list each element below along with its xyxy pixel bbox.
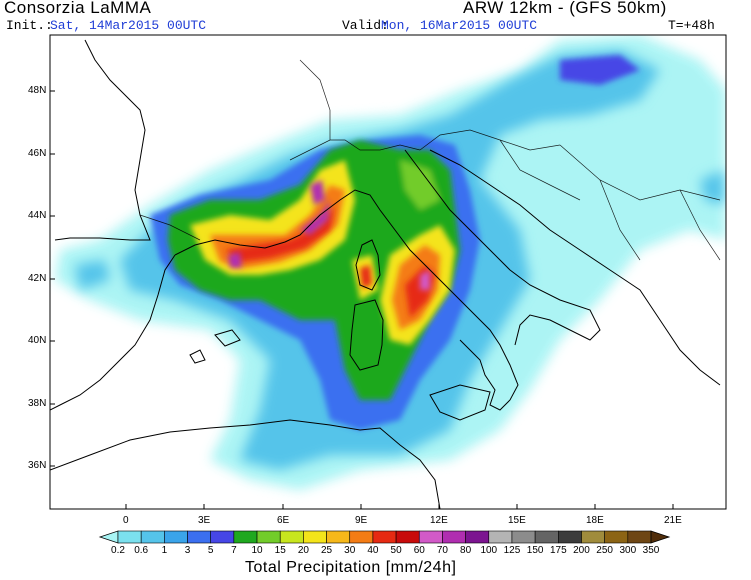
lon-label: 6E [277,515,290,526]
lat-label: 38N [28,398,47,409]
source-title: Consorzia LaMMA [4,0,152,17]
colorbar-level-label: 0.6 [134,545,149,556]
colorbar-level-label: 10 [251,545,263,556]
lat-label: 48N [28,85,47,96]
colorbar-title: Total Precipitation [mm/24h] [245,559,457,576]
colorbar [98,530,671,544]
colorbar-swatch [581,530,605,544]
colorbar-swatch [279,530,304,544]
lat-label: 40N [28,335,47,346]
colorbar-level-label: 125 [503,545,521,556]
axis-ticks [50,90,674,509]
colorbar-level-label: 80 [460,545,472,556]
precipitation-field [55,35,726,490]
lon-label: 9E [355,515,368,526]
colorbar-swatch [418,530,443,544]
colorbar-level-label: 5 [207,545,214,556]
init-label: Init.: [6,18,53,33]
colorbar-level-label: 0.2 [111,545,125,556]
map-frame [49,34,727,510]
lon-label: 12E [430,515,448,526]
model-title: ARW 12km - (GFS 50km) [463,0,667,17]
colorbar-swatch [558,530,582,544]
colorbar-level-label: 20 [297,545,309,556]
lat-label: 44N [28,210,47,221]
colorbar-level-label: 350 [642,545,660,556]
borders [139,59,721,261]
colorbar-swatch [627,530,652,544]
colorbar-swatch [164,530,188,544]
colorbar-level-label: 7 [231,545,237,556]
colorbar-level-label: 70 [436,545,448,556]
lat-label: 36N [28,460,47,471]
colorbar-level-label: 175 [549,545,567,556]
lon-label: 21E [664,515,682,526]
colorbar-level-label: 60 [413,545,425,556]
lon-label: 0 [123,515,129,526]
colorbar-level-label: 1 [161,545,168,556]
colorbar-swatch [650,530,671,544]
colorbar-swatch [233,530,258,544]
colorbar-swatch [349,530,374,544]
colorbar-level-label: 30 [344,545,356,556]
lat-label: 46N [28,148,47,159]
colorbar-level-label: 3 [184,545,191,556]
colorbar-level-label: 300 [619,545,637,556]
colorbar-level-label: 250 [596,545,613,556]
colorbar-swatch [187,530,211,544]
lon-label: 18E [586,515,604,526]
colorbar-swatch [326,530,351,544]
lon-label: 3E [198,515,211,526]
lead-time: T=+48h [668,18,715,33]
colorbar-swatch [303,530,327,544]
colorbar-swatch [442,530,466,544]
valid-value: Mon, 16Mar2015 00UTC [381,18,538,33]
colorbar-swatch [98,530,119,544]
valid-label: Valid: [342,18,389,33]
colorbar-level-label: 200 [573,545,590,556]
init-value: Sat, 14Mar2015 00UTC [50,18,207,33]
colorbar-swatch [210,530,235,544]
lon-label: 15E [508,515,526,526]
colorbar-swatch [140,530,165,544]
colorbar-swatch [534,530,559,544]
colorbar-level-label: 15 [274,545,286,556]
colorbar-swatch [395,530,420,544]
colorbar-swatch [604,530,629,544]
colorbar-level-label: 40 [367,545,379,556]
colorbar-swatch [256,530,281,544]
colorbar-level-label: 150 [526,545,544,556]
colorbar-level-label: 100 [480,545,498,556]
colorbar-level-label: 50 [390,545,402,556]
colorbar-swatch [511,530,536,544]
colorbar-level-label: 25 [321,545,333,556]
colorbar-swatch [372,530,397,544]
lat-label: 42N [28,273,47,284]
colorbar-swatch [465,530,490,544]
colorbar-swatch [117,530,142,544]
colorbar-swatch [488,530,513,544]
coastlines [50,39,721,509]
